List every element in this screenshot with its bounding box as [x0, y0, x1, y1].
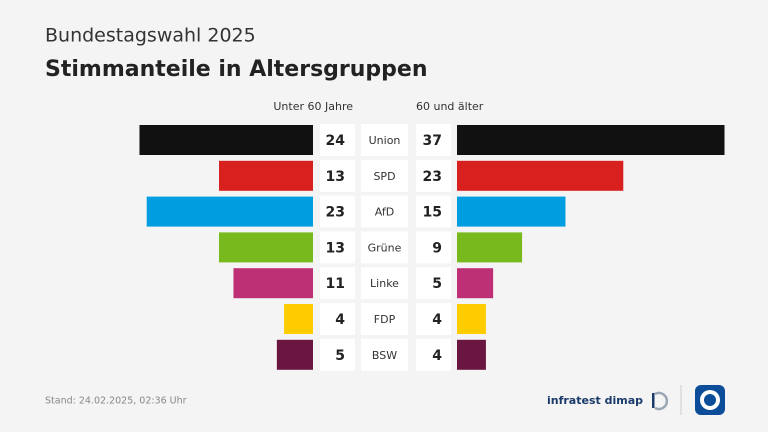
value-box — [320, 231, 355, 264]
label-box — [361, 267, 408, 300]
value-box — [416, 124, 451, 156]
label-box — [361, 124, 408, 156]
bar-right — [457, 160, 624, 191]
bar-left — [219, 232, 313, 263]
value-label: 9 — [432, 240, 442, 256]
value-label: 23 — [326, 205, 345, 221]
chart-title: Stimmanteile in Altersgruppen — [45, 57, 428, 82]
bar-right — [457, 304, 486, 334]
value-box — [320, 124, 355, 156]
bar-right — [457, 196, 566, 227]
bar-right — [457, 339, 486, 370]
category-label: BSW — [372, 349, 397, 362]
chart-subtitle: Bundestagswahl 2025 — [45, 25, 256, 47]
category-label: AfD — [375, 206, 394, 219]
value-box — [416, 267, 451, 300]
bar-right — [457, 268, 494, 299]
value-box — [416, 303, 451, 335]
broadcaster-logo — [695, 385, 725, 415]
value-box — [320, 267, 355, 300]
category-label: Union — [369, 134, 401, 147]
category-label: Linke — [370, 277, 399, 290]
value-box — [416, 338, 451, 371]
value-label: 4 — [432, 312, 442, 328]
value-label: 23 — [423, 169, 442, 185]
label-box — [361, 195, 408, 228]
value-box — [416, 231, 451, 264]
value-label: 11 — [326, 276, 345, 292]
bar-left — [284, 304, 313, 334]
value-label: 15 — [423, 205, 442, 221]
bar-right — [457, 125, 725, 155]
label-box — [361, 159, 408, 192]
value-label: 5 — [432, 276, 442, 292]
value-box — [320, 195, 355, 228]
value-label: 24 — [326, 133, 346, 149]
value-label: 13 — [326, 240, 345, 256]
value-label: 13 — [326, 169, 345, 185]
source-logo — [652, 391, 669, 411]
label-box — [361, 303, 408, 335]
category-label: Grüne — [368, 241, 402, 254]
category-label: FDP — [374, 313, 396, 326]
value-label: 5 — [335, 348, 345, 364]
legend-right: 60 und älter — [416, 100, 484, 113]
bar-left — [139, 125, 313, 155]
value-box — [320, 338, 355, 371]
value-box — [416, 159, 451, 192]
label-box — [361, 231, 408, 264]
label-box — [361, 338, 408, 371]
source: infratest dimap — [547, 394, 643, 407]
legend-left: Unter 60 Jahre — [273, 100, 353, 113]
value-box — [320, 303, 355, 335]
value-label: 37 — [423, 133, 442, 149]
value-label: 4 — [335, 312, 345, 328]
category-label: SPD — [373, 170, 395, 183]
value-box — [320, 159, 355, 192]
bar-left — [276, 339, 313, 370]
bar-left — [233, 268, 313, 299]
value-box — [416, 195, 451, 228]
bar-right — [457, 232, 523, 263]
bar-left — [146, 196, 313, 227]
footer-note: Stand: 24.02.2025, 02:36 Uhr — [45, 396, 187, 407]
value-label: 4 — [432, 348, 442, 364]
bar-left — [219, 160, 313, 191]
